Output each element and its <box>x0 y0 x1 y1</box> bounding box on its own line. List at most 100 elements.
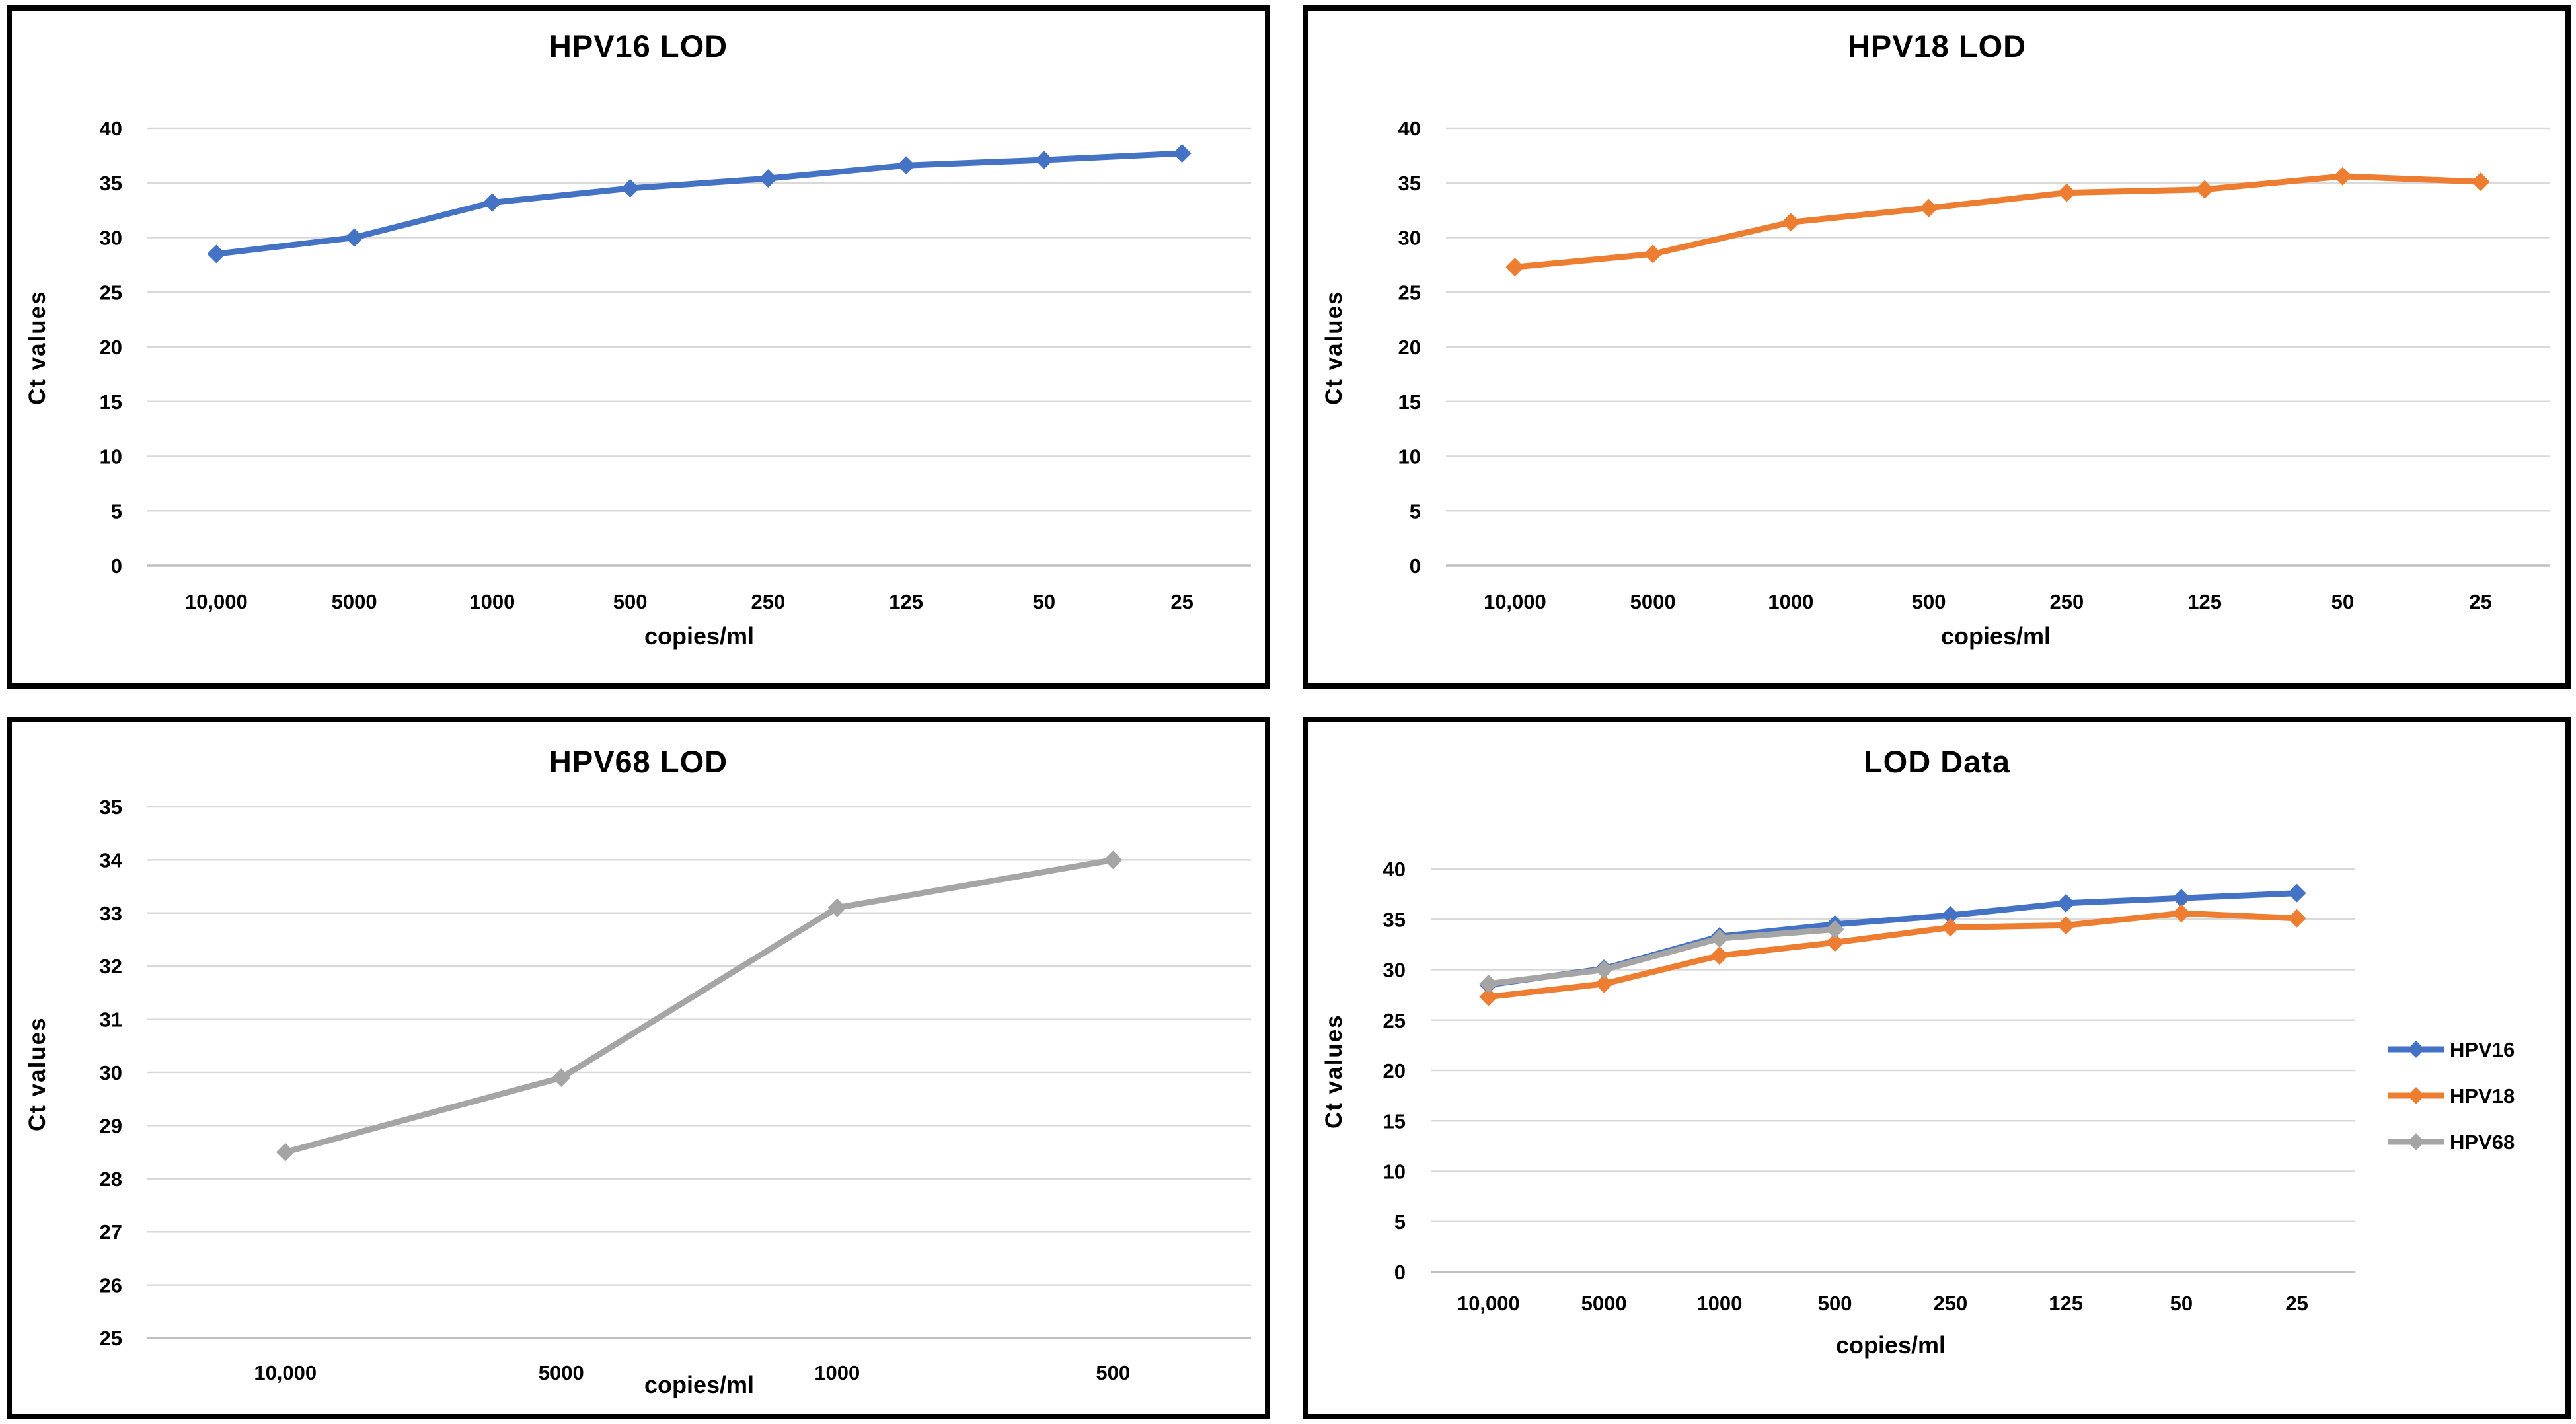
y-tick-label: 25 <box>100 1327 122 1350</box>
y-tick-label: 15 <box>100 391 122 414</box>
x-tick-label: 500 <box>1096 1361 1130 1384</box>
y-tick-label: 20 <box>100 336 122 359</box>
y-tick-label: 34 <box>100 848 123 872</box>
y-tick-label: 29 <box>100 1114 122 1137</box>
hpv16-marker <box>897 156 916 175</box>
y-tick-label: 15 <box>1398 391 1421 414</box>
hpv68-marker <box>276 1143 295 1162</box>
chart-panel-hpv18: HPV18 LOD Ct values copies/ml 0 5 10 15 20 25… <box>1303 5 2571 689</box>
chart-title: HPV18 LOD <box>1847 28 2027 63</box>
hpv16-marker <box>2172 889 2191 908</box>
x-axis-title: copies/ml <box>1940 622 2051 650</box>
y-axis-title: Ct values <box>24 1016 50 1131</box>
hpv68-plot: 25 26 27 28 29 30 31 32 33 34 35 10,000 5000 1000 500 <box>100 796 1251 1384</box>
hpv18-marker <box>1781 213 1800 232</box>
x-tick-label: 125 <box>2187 590 2222 613</box>
x-tick-label: 500 <box>1818 1292 1852 1315</box>
hpv16-marker <box>2287 883 2306 903</box>
chart-title: HPV16 LOD <box>549 28 728 63</box>
y-tick-label: 35 <box>100 172 122 195</box>
x-tick-label: 1000 <box>469 590 515 613</box>
hpv18-marker <box>1919 198 1938 217</box>
x-tick-label: 5000 <box>332 590 377 613</box>
y-tick-label: 0 <box>1394 1261 1406 1284</box>
hpv18-marker <box>1595 974 1614 993</box>
y-tick-label: 31 <box>100 1008 122 1031</box>
hpv68-marker <box>827 898 847 917</box>
legend-marker-hpv16 <box>2407 1041 2425 1058</box>
y-tick-label: 30 <box>100 227 122 250</box>
x-tick-label: 1000 <box>1768 590 1813 613</box>
hpv16-marker <box>345 228 364 247</box>
hpv16-line <box>213 150 1186 257</box>
x-axis-title: copies/ml <box>644 1371 755 1398</box>
legend-label-hpv16: HPV16 <box>2450 1038 2515 1061</box>
hpv68-line <box>282 856 1116 1156</box>
chart-panel-hpv16: HPV16 LOD Ct values copies/ml 0 5 10 15 20 25… <box>7 5 1270 689</box>
hpv18-marker <box>2333 167 2352 186</box>
hpv18-marker <box>2287 909 2306 928</box>
y-tick-label: 10 <box>1383 1160 1406 1183</box>
chart-title: LOD Data <box>1863 744 2011 779</box>
hpv68-marker <box>1479 974 1498 993</box>
y-axis-title: Ct values <box>24 290 50 405</box>
hpv18-marker <box>1825 933 1844 952</box>
x-tick-label: 1000 <box>1696 1292 1742 1315</box>
x-tick-label: 10,000 <box>1457 1292 1520 1315</box>
hpv16-marker <box>482 193 502 212</box>
y-tick-label: 35 <box>1398 172 1421 195</box>
x-tick-label: 500 <box>1912 590 1946 613</box>
hpv16-marker <box>207 244 226 264</box>
hpv18-marker <box>2057 916 2076 935</box>
hpv68-marker <box>1825 920 1844 939</box>
hpv18-line <box>1485 910 2300 1000</box>
x-tick-label: 250 <box>1934 1292 1968 1315</box>
hpv18-marker <box>1479 987 1498 1006</box>
hpv18-marker <box>2172 904 2191 923</box>
x-axis-title: copies/ml <box>1835 1331 1946 1359</box>
chart-panel-hpv68: HPV68 LOD Ct values copies/ml 25 26 27 28 29… <box>7 717 1270 1419</box>
y-tick-label: 30 <box>1398 227 1421 250</box>
x-tick-label: 10,000 <box>1484 590 1546 613</box>
y-tick-label: 26 <box>100 1274 122 1297</box>
y-axis-title: Ct values <box>1321 1014 1347 1129</box>
hpv68-marker <box>1595 960 1614 979</box>
hpv18-marker <box>2195 180 2215 199</box>
x-tick-label: 125 <box>889 590 923 613</box>
x-tick-label: 10,000 <box>254 1361 317 1384</box>
hpv18-marker <box>2057 183 2076 202</box>
hpv68-marker <box>552 1068 571 1088</box>
y-tick-label: 5 <box>1410 500 1421 523</box>
y-tick-label: 40 <box>100 117 122 140</box>
charts-grid: HPV16 LOD Ct values copies/ml 0 5 10 15 20 25… <box>7 5 2571 1419</box>
y-tick-label: 10 <box>1398 445 1421 468</box>
y-tick-label: 25 <box>1398 281 1421 304</box>
y-tick-label: 5 <box>111 500 122 523</box>
hpv18-plot: 0 5 10 15 20 25 30 35 40 10,000 5000 1000 500 250 125 5… <box>1398 117 2550 613</box>
x-tick-label: 25 <box>2469 590 2491 613</box>
y-tick-label: 35 <box>100 796 122 819</box>
hpv16-marker <box>759 169 778 188</box>
y-tick-label: 0 <box>111 554 122 578</box>
y-tick-label: 20 <box>1383 1059 1406 1082</box>
y-tick-label: 40 <box>1398 117 1421 140</box>
hpv18-marker <box>2471 172 2490 192</box>
chart-panel-lod-data: LOD Data Ct values copies/ml 0 5 10 15 20 25 3… <box>1303 717 2571 1419</box>
hpv16-marker <box>1941 906 1960 925</box>
y-tick-label: 30 <box>100 1061 122 1084</box>
hpv18-marker <box>1644 244 1663 264</box>
x-tick-label: 125 <box>2049 1292 2083 1315</box>
hpv18-marker <box>1505 258 1525 277</box>
hpv16-marker <box>1172 144 1192 163</box>
y-axis-title: Ct values <box>1321 290 1347 405</box>
x-tick-label: 50 <box>2170 1292 2193 1315</box>
y-tick-label: 27 <box>100 1220 122 1244</box>
hpv68-marker <box>1104 850 1123 870</box>
lod-data-plot: 0 5 10 15 20 25 30 35 40 10,000 5000 1000 500 250 125 5… <box>1383 858 2515 1315</box>
y-tick-label: 30 <box>1383 959 1406 982</box>
hpv68-line <box>1485 926 1838 987</box>
hpv16-plot: 0 5 10 15 20 25 30 35 40 10,000 5000 1000 500 250 125 5… <box>100 117 1251 613</box>
y-tick-label: 20 <box>1398 336 1421 359</box>
x-tick-label: 500 <box>613 590 648 613</box>
